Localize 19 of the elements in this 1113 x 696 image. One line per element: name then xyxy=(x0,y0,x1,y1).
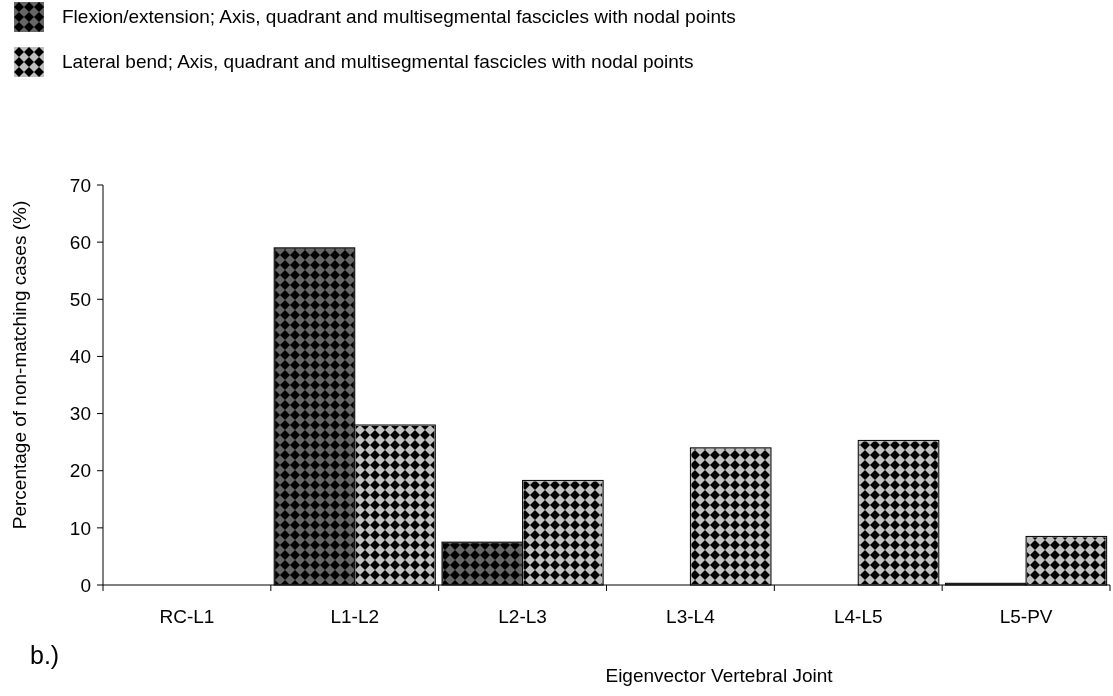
x-tick-label: L1-L2 xyxy=(330,606,380,627)
x-tick-label: RC-L1 xyxy=(159,606,215,627)
x-tick-label: L2-L3 xyxy=(498,606,547,627)
x-tick-label: L5-PV xyxy=(999,606,1053,627)
legend-label: Lateral bend; Axis, quadrant and multisegmental fascicles with nodal points xyxy=(62,51,694,72)
y-tick-label: 10 xyxy=(69,517,91,539)
y-axis-title: Percentage of non-matching cases (%) xyxy=(9,200,30,530)
y-tick-label: 40 xyxy=(69,346,91,368)
y-tick-label: 0 xyxy=(80,574,91,596)
y-tick-label: 30 xyxy=(69,403,91,425)
text: b.) xyxy=(30,641,60,669)
y-tick-label: 50 xyxy=(69,288,91,310)
x-tick-label: L4-L5 xyxy=(833,606,883,627)
x-tick-label: L3-L4 xyxy=(666,606,716,627)
y-tick-label: 20 xyxy=(69,460,91,482)
legend-label: Flexion/extension; Axis, quadrant and multisegmental fascicles with nodal points xyxy=(62,6,736,27)
y-tick-label: 70 xyxy=(69,174,91,196)
x-axis-title: Eigenvector Vertebral Joint xyxy=(605,665,834,686)
y-tick-label: 60 xyxy=(69,231,91,253)
